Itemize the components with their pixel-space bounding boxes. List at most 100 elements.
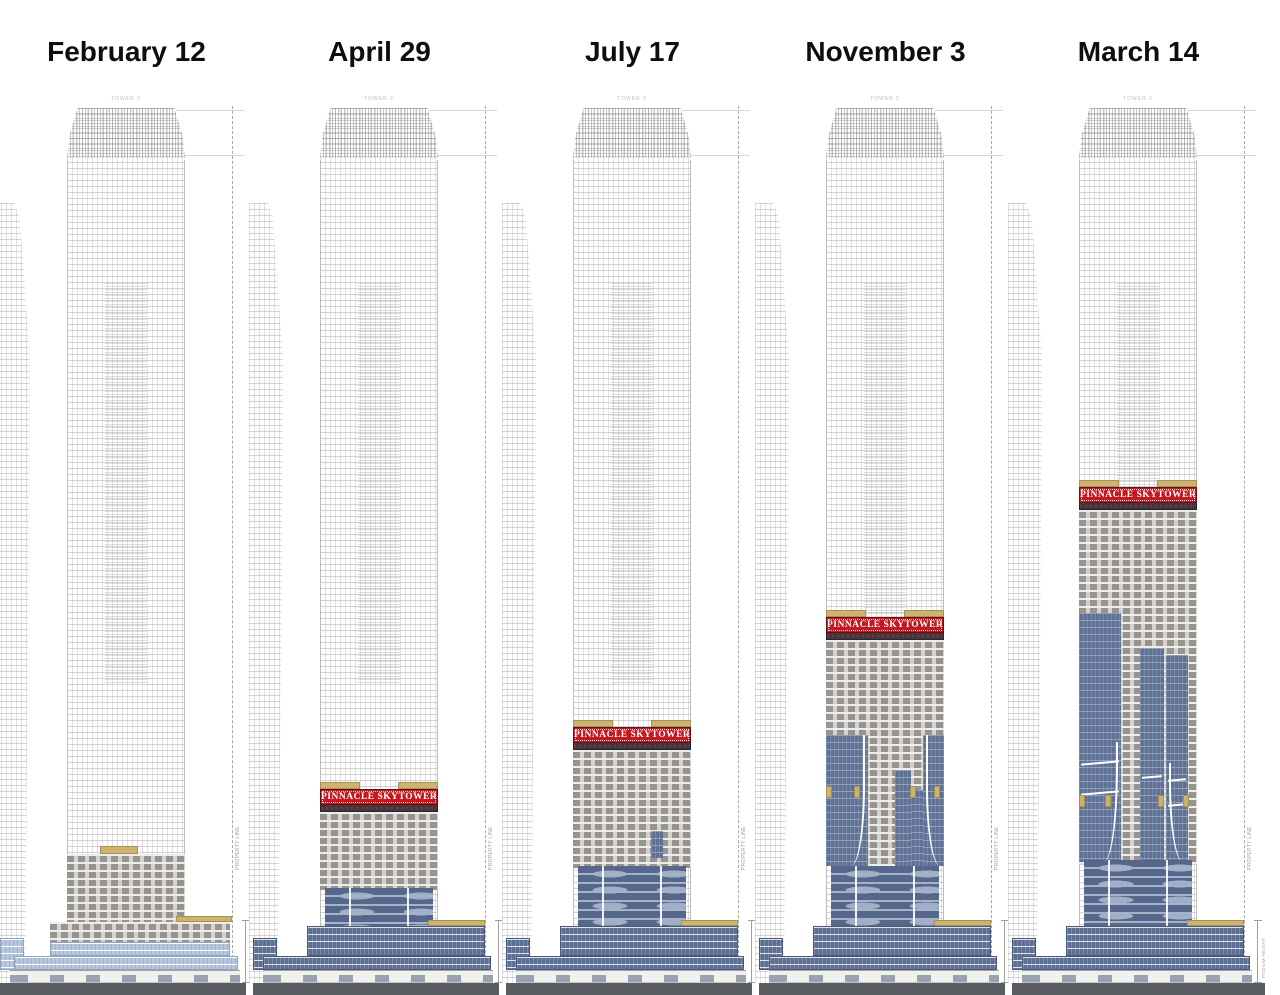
reference-line (682, 110, 750, 111)
tower-crown (826, 108, 944, 158)
work-deck (320, 782, 360, 789)
tower-edge (690, 160, 691, 983)
banner-lights (573, 743, 691, 750)
property-line-label: PROPERTY LINE (741, 826, 747, 870)
ground-colonnade (10, 970, 240, 983)
banner-text: PINNACLE SKYTOWER (573, 727, 691, 743)
podium-upper (1066, 926, 1244, 956)
refuge-floor-marker (854, 786, 860, 798)
work-deck (904, 610, 944, 617)
built-structure (320, 812, 438, 890)
tower-edge (943, 160, 944, 983)
built-structure (573, 750, 691, 868)
cladding-column-left (1079, 613, 1121, 862)
refuge-floor-marker (1183, 795, 1189, 807)
banner-text: PINNACLE SKYTOWER (320, 789, 438, 805)
ground-line (506, 983, 752, 995)
ground-colonnade (769, 970, 999, 983)
annex-roof (934, 920, 991, 926)
tower-crown (573, 108, 691, 158)
banner-lights (826, 633, 944, 640)
annex-roof (681, 920, 738, 926)
stage-date: April 29 (328, 36, 431, 67)
tower-elevation (826, 108, 944, 983)
refuge-floor-marker (910, 786, 916, 798)
tower-label: TOWER 2 (111, 96, 141, 102)
stage-panel-april-29: April 29 TOWER 2 PROPERTY LINE PINNACLE … (249, 0, 507, 995)
podium-height-measure (1254, 920, 1262, 983)
podium-wave-facade (325, 888, 433, 930)
podium-wave-facade (578, 866, 686, 930)
property-line (991, 106, 992, 983)
core-shaft (864, 283, 906, 683)
podium-upper (307, 926, 485, 956)
adjacent-tower-partial (755, 203, 789, 983)
tower-label: TOWER 2 (617, 96, 647, 102)
reference-line (1188, 110, 1256, 111)
property-line (1244, 106, 1245, 983)
refuge-floor-marker (1105, 795, 1111, 807)
refuge-floor-marker (826, 786, 832, 798)
ground-colonnade (1022, 970, 1252, 983)
stage-date: February 12 (47, 36, 206, 67)
adjacent-tower-partial (0, 203, 30, 983)
ground-line (253, 983, 499, 995)
reference-line (682, 155, 750, 156)
podium-lower (769, 956, 997, 970)
tower-crown (320, 108, 438, 158)
cladding-column-right (923, 735, 944, 866)
tower-label: TOWER 2 (1123, 96, 1153, 102)
podium-upper (813, 926, 991, 956)
tower-elevation (67, 108, 185, 983)
tower-elevation (320, 108, 438, 983)
property-line (232, 106, 233, 983)
podium-height-measure (1001, 920, 1009, 983)
facade-curve (1169, 762, 1183, 862)
refuge-floor-marker (1079, 795, 1085, 807)
tower-crown (1079, 108, 1197, 158)
core-shaft (611, 283, 653, 683)
podium-upper (560, 926, 738, 956)
adjacent-tower-partial (249, 203, 283, 983)
reference-line (429, 110, 497, 111)
tower-elevation (573, 108, 691, 983)
stage-panel-november-3: November 3 TOWER 2 PROPERTY LINE (755, 0, 1013, 995)
work-deck (1157, 480, 1197, 487)
work-deck (398, 782, 438, 789)
adjacent-tower-partial (1008, 203, 1042, 983)
annex-roof (1187, 920, 1244, 926)
stage-panel-march-14: March 14 TOWER 2 PROPERTY LINE (1008, 0, 1266, 995)
podium-height-label: PODIUM HEIGHT (1261, 937, 1266, 978)
curtain-line (349, 888, 351, 930)
curtain-line (660, 866, 662, 930)
curtain-line (913, 866, 915, 930)
stage-panel-february-12: February 12 TOWER 2 PROPERTY LINE PODIUM… (0, 0, 254, 995)
stage-panel-july-17: July 17 TOWER 2 PROPERTY LINE PINNACLE S… (502, 0, 760, 995)
podium-wave-facade (831, 866, 939, 930)
property-line-label: PROPERTY LINE (235, 826, 241, 870)
cladding-column-mid (895, 770, 911, 866)
curtain-line (1166, 860, 1168, 926)
property-line-label: PROPERTY LINE (1247, 826, 1253, 870)
curtain-line (1108, 860, 1110, 926)
construction-banner: PINNACLE SKYTOWER (573, 727, 691, 750)
annex-roof (428, 920, 485, 926)
property-line (738, 106, 739, 983)
tower-label: TOWER 2 (870, 96, 900, 102)
reference-line (935, 110, 1003, 111)
annex-roof (176, 916, 232, 922)
curtain-line (407, 888, 409, 930)
property-line (485, 106, 486, 983)
reference-line (176, 110, 244, 111)
core-shaft (105, 283, 147, 683)
facade-curve (851, 735, 865, 866)
banner-text: PINNACLE SKYTOWER (826, 617, 944, 633)
podium-height-measure (242, 920, 250, 983)
reference-line (176, 155, 244, 156)
cladding-break (1141, 775, 1163, 780)
crane-deck (100, 846, 138, 854)
tower-edge (67, 160, 68, 983)
tower-edge (826, 160, 827, 983)
ground-line (1012, 983, 1265, 995)
cladding-column-mid (1140, 648, 1164, 862)
